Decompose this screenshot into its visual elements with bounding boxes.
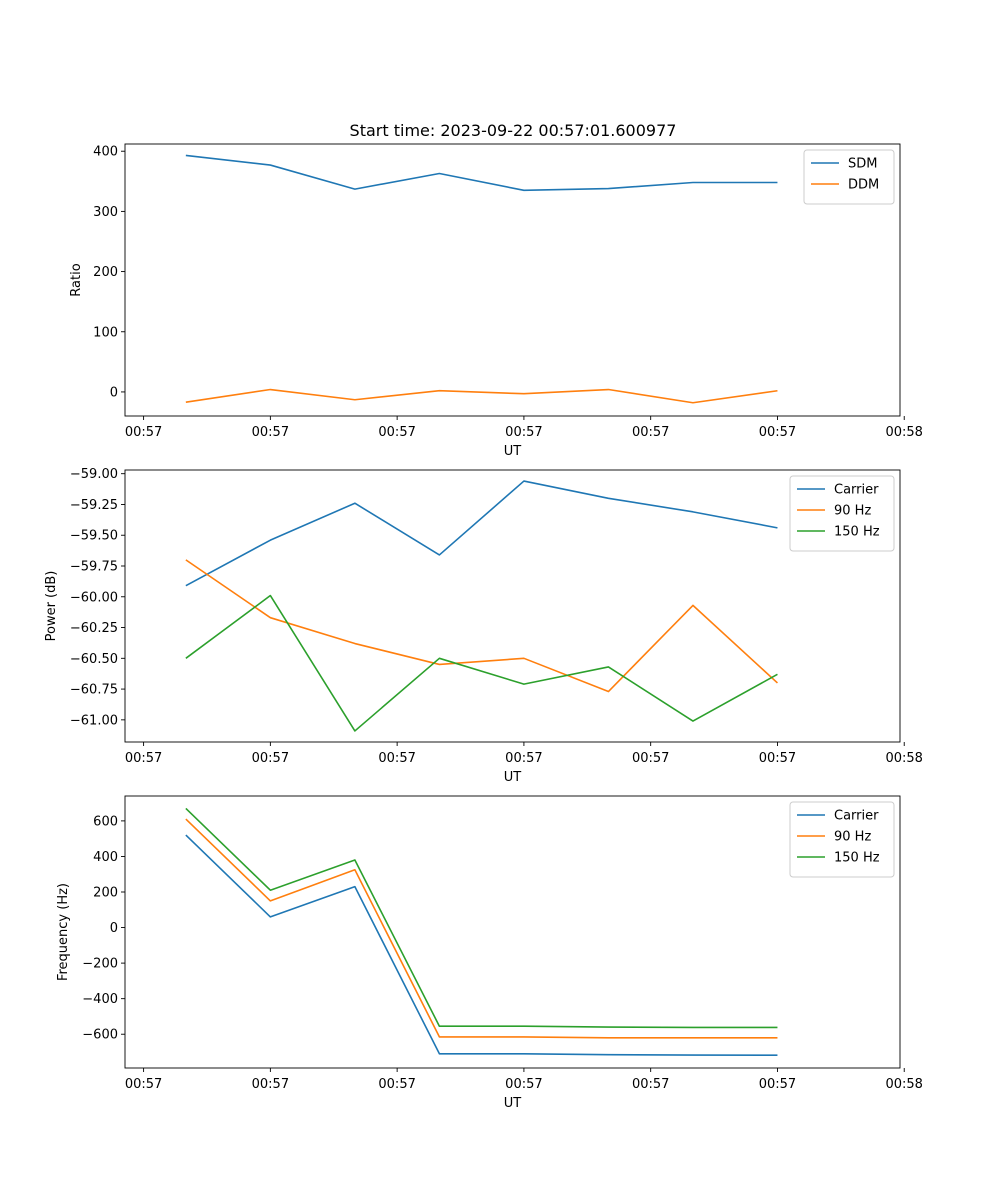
chart-1-y-tick-label: 300	[93, 205, 118, 220]
chart-3-x-tick-label: 00:57	[378, 1077, 415, 1092]
chart-2-legend-label: 90 Hz	[834, 504, 871, 519]
chart-2-y-tick-label: −60.50	[70, 652, 118, 667]
chart-2-series-carrier	[185, 480, 778, 587]
chart-3-y-tick-label: −600	[82, 1028, 118, 1043]
chart-3-x-tick-label: 00:57	[505, 1077, 542, 1092]
chart-3-legend: Carrier 90 Hz 150 Hz	[789, 801, 895, 878]
chart-1-series-sdm	[185, 154, 778, 192]
chart-3-y-tick-label: −400	[82, 992, 118, 1007]
chart-2-y-tick-label: −59.50	[70, 529, 118, 544]
chart-1-series-ddm	[185, 388, 778, 404]
chart-2-y-tick-label: −60.25	[70, 621, 118, 636]
chart-1-x-tick-label: 00:58	[885, 425, 922, 440]
chart-3-axes-frame	[124, 795, 901, 1069]
chart-3-legend-label: Carrier	[834, 809, 879, 824]
chart-1-x-tick-label: 00:57	[252, 425, 289, 440]
chart-1-x-axis-label: UT	[504, 444, 522, 459]
chart-3-y-tick-label: 400	[93, 850, 118, 865]
chart-1-legend: SDM DDM	[803, 149, 895, 205]
chart-1-y-axis-label: Ratio	[69, 263, 84, 296]
chart-3-x-tick-label: 00:57	[632, 1077, 669, 1092]
chart-2-x-tick-label: 00:57	[759, 751, 796, 766]
chart-3-x-axis-label: UT	[504, 1096, 522, 1111]
chart-1-x-tick-label: 00:57	[378, 425, 415, 440]
chart-3-series-carrier	[185, 834, 778, 1056]
chart-3-series-150-hz	[185, 807, 778, 1029]
chart-2-x-tick-label: 00:58	[885, 751, 922, 766]
chart-2: 00:57 00:57 00:57 00:57 00:57 00:57 00:58 −59.0…	[44, 467, 923, 785]
chart-1-legend-label: DDM	[848, 178, 879, 193]
chart-3-legend-label: 90 Hz	[834, 830, 871, 845]
chart-1-x-tick-label: 00:57	[632, 425, 669, 440]
chart-3-y-tick-label: 200	[93, 886, 118, 901]
chart-2-y-tick-label: −61.00	[70, 713, 118, 728]
chart-3-y-tick-label: 0	[110, 921, 118, 936]
chart-2-y-tick-label: −60.00	[70, 590, 118, 605]
chart-1-y-tick-label: 100	[93, 325, 118, 340]
chart-2-x-axis-label: UT	[504, 770, 522, 785]
chart-3-legend-box	[789, 801, 895, 878]
chart-3-y-axis-label: Frequency (Hz)	[56, 883, 71, 981]
chart-3-legend-label: 150 Hz	[834, 851, 880, 866]
chart-1-legend-label: SDM	[848, 157, 877, 172]
chart-3-x-tick-label: 00:58	[885, 1077, 922, 1092]
chart-3-series-90-hz	[185, 818, 778, 1039]
chart-3-y-tick-label: 600	[93, 814, 118, 829]
chart-2-series-90-hz	[185, 559, 778, 693]
chart-2-series-150-hz	[185, 594, 778, 732]
chart-1-x-tick-label: 00:57	[125, 425, 162, 440]
chart-2-legend-box	[789, 475, 895, 552]
chart-2-legend-label: 150 Hz	[834, 525, 880, 540]
chart-1-y-tick-label: 0	[110, 385, 118, 400]
chart-3-x-tick-label: 00:57	[252, 1077, 289, 1092]
chart-2-legend: Carrier 90 Hz 150 Hz	[789, 475, 895, 552]
chart-1-x-tick-label: 00:57	[505, 425, 542, 440]
chart-2-axes-frame	[124, 469, 901, 743]
chart-2-y-axis-label: Power (dB)	[44, 571, 59, 642]
chart-1: 00:57 00:57 00:57 00:57 00:57 00:57 00:58 0 100 2…	[69, 143, 923, 459]
chart-2-x-tick-label: 00:57	[125, 751, 162, 766]
chart-2-x-tick-label: 00:57	[252, 751, 289, 766]
chart-2-y-tick-label: −60.75	[70, 683, 118, 698]
chart-2-y-tick-label: −59.75	[70, 560, 118, 575]
chart-1-axes-frame	[124, 143, 901, 417]
chart-1-x-tick-label: 00:57	[759, 425, 796, 440]
chart-1-y-tick-label: 200	[93, 265, 118, 280]
figure-title: Start time: 2023-09-22 00:57:01.600977	[350, 121, 677, 140]
chart-2-legend-label: Carrier	[834, 483, 879, 498]
chart-3-x-tick-label: 00:57	[125, 1077, 162, 1092]
chart-2-y-tick-label: −59.25	[70, 498, 118, 513]
chart-2-x-tick-label: 00:57	[378, 751, 415, 766]
chart-3: 00:57 00:57 00:57 00:57 00:57 00:57 00:58 −600 −…	[56, 795, 923, 1111]
chart-1-y-tick-label: 400	[93, 145, 118, 160]
chart-2-y-tick-label: −59.00	[70, 467, 118, 482]
chart-3-x-tick-label: 00:57	[759, 1077, 796, 1092]
subplots: 00:57 00:57 00:57 00:57 00:57 00:57 00:58 0 100 2…	[44, 143, 923, 1111]
chart-2-x-tick-label: 00:57	[505, 751, 542, 766]
chart-2-x-tick-label: 00:57	[632, 751, 669, 766]
chart-3-y-tick-label: −200	[82, 957, 118, 972]
